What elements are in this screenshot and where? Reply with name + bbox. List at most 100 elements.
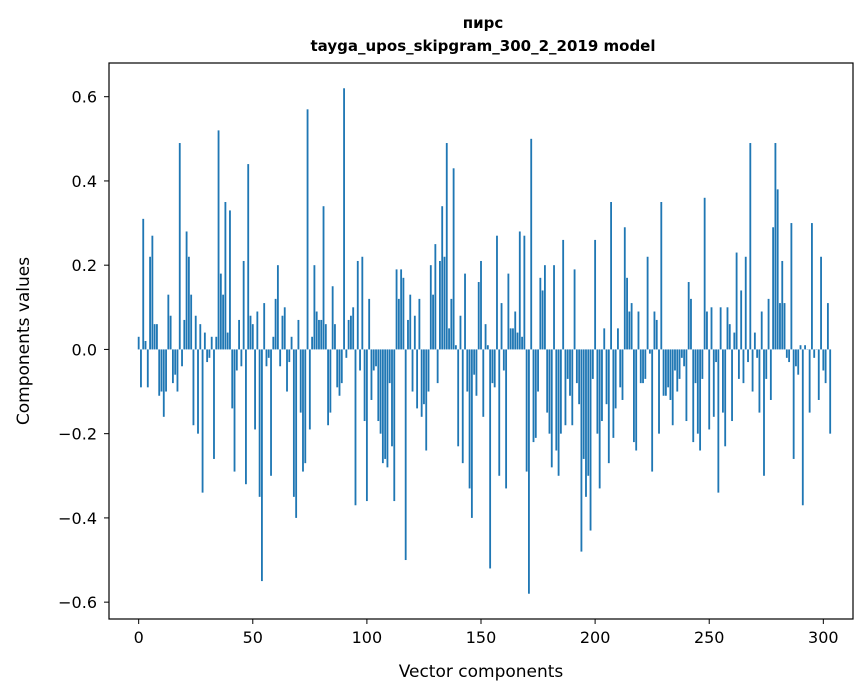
- bar: [690, 298, 692, 350]
- bar: [712, 349, 715, 417]
- bar: [443, 256, 446, 350]
- x-tick-label: 200: [580, 628, 611, 647]
- bar: [274, 298, 277, 350]
- bar: [413, 315, 416, 350]
- bar: [763, 349, 765, 476]
- bar: [706, 311, 708, 350]
- bar: [386, 349, 389, 468]
- bar: [276, 265, 279, 350]
- bar: [251, 324, 254, 350]
- y-tick-label: −0.4: [58, 509, 97, 528]
- bar: [516, 332, 519, 350]
- bar: [646, 256, 649, 350]
- bar: [429, 265, 432, 350]
- bar: [466, 349, 469, 392]
- bar: [331, 286, 334, 350]
- bar: [454, 345, 457, 350]
- x-tick-label: 100: [352, 628, 383, 647]
- bar: [564, 349, 567, 426]
- bar: [541, 290, 544, 350]
- bar: [799, 345, 802, 350]
- bar: [199, 324, 202, 350]
- bar: [238, 319, 240, 350]
- bar: [708, 349, 711, 430]
- bar: [740, 290, 743, 350]
- bar: [804, 345, 806, 350]
- bar: [286, 349, 288, 392]
- bar: [450, 298, 453, 350]
- bar: [231, 349, 234, 409]
- bar: [165, 349, 167, 392]
- bar: [290, 336, 293, 350]
- bar: [192, 349, 195, 426]
- bar: [628, 311, 631, 350]
- bar: [347, 319, 350, 350]
- bar: [452, 168, 455, 350]
- bar: [658, 349, 660, 434]
- bar: [178, 143, 181, 350]
- bar: [288, 349, 291, 363]
- bar: [607, 349, 610, 464]
- bar: [477, 282, 480, 350]
- bar: [676, 349, 679, 392]
- bar: [448, 328, 450, 350]
- bar: [555, 349, 558, 451]
- bar: [749, 143, 752, 350]
- bar: [270, 349, 272, 476]
- bar: [822, 349, 825, 371]
- bar: [233, 349, 236, 472]
- bar: [146, 349, 149, 388]
- bar: [267, 349, 270, 358]
- chart-title-line-2: tayga_upos_skipgram_300_2_2019 model: [311, 37, 656, 55]
- x-tick-label: 300: [808, 628, 839, 647]
- bar: [518, 231, 521, 350]
- bar: [359, 349, 361, 371]
- y-axis-label: Components values: [14, 257, 34, 425]
- bar: [343, 88, 345, 350]
- bar: [480, 260, 482, 350]
- bar: [368, 298, 371, 350]
- bar: [539, 277, 542, 350]
- bar: [779, 303, 781, 350]
- y-tick-label: 0.6: [72, 88, 97, 107]
- bar: [222, 294, 225, 350]
- bar: [439, 260, 441, 350]
- bar: [213, 349, 215, 459]
- bar: [612, 349, 615, 438]
- bar: [528, 349, 530, 594]
- bar: [489, 349, 492, 569]
- bar: [297, 319, 300, 350]
- bar: [416, 349, 419, 409]
- bar: [591, 349, 594, 379]
- bar: [623, 227, 626, 350]
- bar: [820, 256, 822, 350]
- bar: [176, 349, 179, 392]
- bar: [660, 202, 663, 350]
- bar: [811, 223, 813, 350]
- bar: [534, 349, 537, 438]
- bar: [687, 282, 690, 350]
- bar: [553, 265, 555, 350]
- bar: [445, 143, 448, 350]
- bar: [603, 328, 606, 350]
- bar: [181, 349, 183, 367]
- bar: [313, 265, 316, 350]
- bar: [737, 349, 740, 379]
- bar: [418, 298, 421, 350]
- bar: [441, 206, 444, 350]
- bar: [158, 349, 161, 396]
- y-axis-ticks: −0.6 −0.4 −0.2 0.0 0.2 0.4 0.6: [58, 88, 109, 612]
- bar: [400, 269, 403, 350]
- bar: [160, 349, 163, 392]
- y-tick-label: 0.4: [72, 172, 97, 191]
- bar: [206, 349, 209, 363]
- bar: [733, 332, 736, 350]
- bar: [169, 315, 172, 350]
- bar: [436, 349, 439, 384]
- bar: [783, 303, 786, 350]
- bar: [674, 349, 676, 371]
- bar: [208, 349, 211, 358]
- bar: [662, 349, 665, 396]
- bar: [790, 223, 793, 350]
